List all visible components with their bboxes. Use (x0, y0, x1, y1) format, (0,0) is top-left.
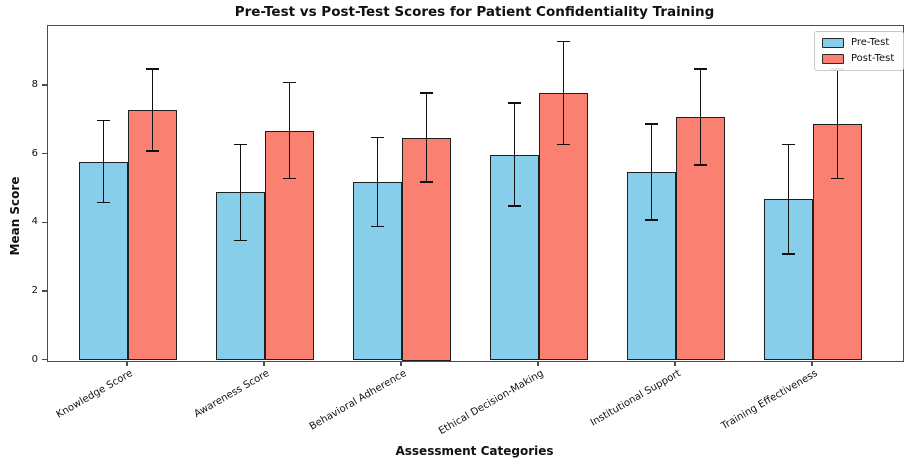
error-cap-bottom (420, 181, 433, 183)
y-tick-label: 4 (31, 216, 38, 228)
x-tick (263, 360, 265, 366)
error-cap-bottom (508, 205, 521, 207)
x-tick-label: Knowledge Score (54, 367, 135, 421)
x-tick (537, 360, 539, 366)
y-tick-label: 6 (31, 147, 38, 159)
y-tick (42, 153, 47, 155)
y-tick (42, 290, 47, 292)
x-tick (400, 360, 402, 366)
error-bar-post-test-awareness-score (288, 82, 291, 179)
plot-area: Pre-Test Post-Test (47, 25, 905, 362)
error-bar-post-test-knowledge-score (151, 68, 154, 152)
error-bar-pre-test-knowledge-score (102, 120, 105, 203)
bar-pre-test-ethical-decision-making (490, 154, 539, 361)
y-tick (42, 84, 47, 86)
legend-swatch-pre-test (822, 38, 844, 48)
error-cap-top (508, 102, 521, 104)
y-tick-label: 0 (31, 353, 38, 365)
legend-swatch-post-test (822, 54, 844, 64)
y-tick (42, 358, 47, 361)
error-cap-bottom (283, 177, 296, 180)
error-cap-top (146, 68, 159, 70)
x-tick (126, 360, 128, 366)
chart-title: Pre-Test vs Post-Test Scores for Patient… (234, 4, 715, 20)
error-cap-top (645, 122, 658, 125)
legend: Pre-Test Post-Test (814, 31, 905, 71)
error-cap-bottom (234, 239, 247, 242)
error-cap-top (283, 81, 296, 84)
x-tick-label: Awareness Score (192, 367, 272, 420)
error-bar-post-test-ethical-decision-making (562, 41, 565, 145)
error-cap-bottom (694, 164, 707, 166)
error-cap-bottom (831, 177, 844, 180)
error-cap-top (234, 143, 247, 146)
y-tick-label: 8 (31, 79, 38, 91)
legend-label: Post-Test (851, 53, 895, 64)
error-cap-top (371, 136, 384, 139)
error-cap-top (557, 40, 570, 43)
y-tick-label: 2 (31, 284, 38, 296)
error-bar-post-test-training-effectiveness (836, 68, 839, 179)
error-bar-pre-test-behavioral-adherence (376, 137, 379, 227)
error-cap-top (420, 92, 433, 94)
x-axis-label: Assessment Categories (395, 444, 554, 458)
error-cap-bottom (371, 225, 384, 228)
x-tick-label: Behavioral Adherence (307, 367, 409, 433)
error-bar-post-test-behavioral-adherence (425, 92, 428, 183)
legend-label: Pre-Test (851, 37, 890, 48)
error-cap-bottom (557, 143, 570, 146)
x-tick-label: Ethical Decision-Making (436, 367, 546, 437)
error-bar-pre-test-ethical-decision-making (513, 103, 516, 207)
x-tick-label: Training Effectiveness (719, 367, 820, 432)
error-cap-bottom (645, 219, 658, 221)
error-bar-pre-test-training-effectiveness (787, 144, 790, 255)
error-cap-top (782, 143, 795, 146)
legend-entry-post-test: Post-Test (822, 53, 894, 65)
error-cap-bottom (97, 201, 110, 204)
error-cap-bottom (782, 253, 795, 255)
x-tick (674, 360, 676, 366)
error-cap-bottom (146, 150, 159, 153)
x-tick-label: Institutional Support (588, 367, 683, 429)
x-tick (811, 360, 813, 366)
legend-entry-pre-test: Pre-Test (822, 37, 894, 49)
error-bar-post-test-institutional-support (699, 68, 702, 165)
error-bar-pre-test-awareness-score (239, 144, 242, 241)
y-tick (42, 221, 47, 223)
error-cap-top (694, 68, 707, 70)
error-bar-pre-test-institutional-support (650, 123, 653, 220)
bar-pre-test-institutional-support (627, 171, 676, 361)
error-cap-top (97, 119, 110, 122)
